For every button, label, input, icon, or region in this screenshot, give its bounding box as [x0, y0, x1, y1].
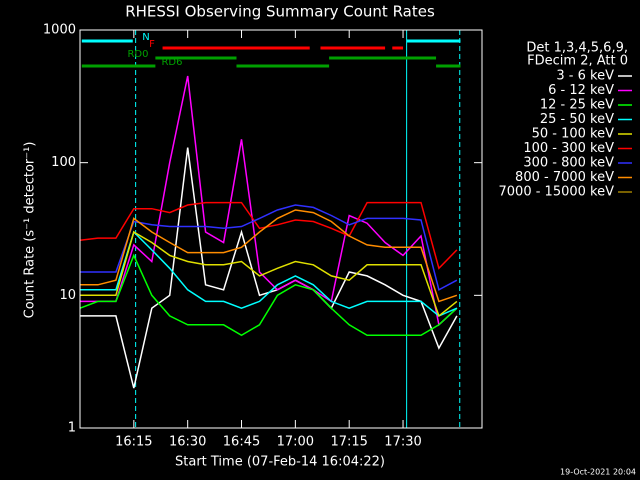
- x-tick-label: 16:30: [169, 435, 206, 450]
- plot-frame: [79, 29, 483, 429]
- x-tick-label: 17:15: [330, 435, 367, 450]
- legend-label: 50 - 100 keV: [532, 127, 615, 142]
- legend-title: Det 1,3,4,5,6,9,: [526, 41, 628, 56]
- legend-label: 12 - 25 keV: [540, 98, 614, 113]
- legend-label: 300 - 800 keV: [523, 156, 614, 171]
- series-line: [80, 209, 458, 303]
- flag-label: RD0: [127, 49, 148, 60]
- flag-label: RD6: [161, 57, 182, 68]
- legend-label: 800 - 7000 keV: [515, 170, 614, 185]
- legend-label: 7000 - 15000 keV: [499, 185, 615, 200]
- y-tick-label: 1: [68, 421, 76, 436]
- series-line: [80, 230, 458, 317]
- series-line: [79, 201, 458, 270]
- footer: 19-Oct-2021 20:04: [560, 468, 636, 477]
- x-tick-label: 16:15: [115, 435, 152, 450]
- series-line: [80, 75, 458, 327]
- legend-title: FDecim 2, Att 0: [527, 54, 628, 69]
- chart-title: RHESSI Observing Summary Count Rates: [125, 3, 435, 21]
- x-tick-label: 17:00: [277, 435, 314, 450]
- flag-label: F: [149, 39, 155, 50]
- y-tick-label: 100: [51, 155, 76, 170]
- y-tick-label: 1000: [43, 23, 76, 38]
- x-tick-label: 17:30: [384, 435, 421, 450]
- series-line: [80, 230, 458, 318]
- y-axis-label: Count Rate (s⁻¹ detector⁻¹): [23, 142, 38, 319]
- series-line: [79, 253, 458, 337]
- y-tick-label: 10: [59, 288, 76, 303]
- legend-label: 25 - 50 keV: [540, 112, 614, 127]
- x-axis-label: Start Time (07-Feb-14 16:04:22): [175, 455, 385, 470]
- series-line: [80, 147, 458, 389]
- series-line: [80, 204, 458, 291]
- flag-label: N: [142, 32, 149, 43]
- legend-label: 3 - 6 keV: [556, 69, 614, 84]
- legend-label: 100 - 300 keV: [523, 141, 614, 156]
- legend-label: 6 - 12 keV: [548, 83, 614, 98]
- x-tick-label: 16:45: [223, 435, 260, 450]
